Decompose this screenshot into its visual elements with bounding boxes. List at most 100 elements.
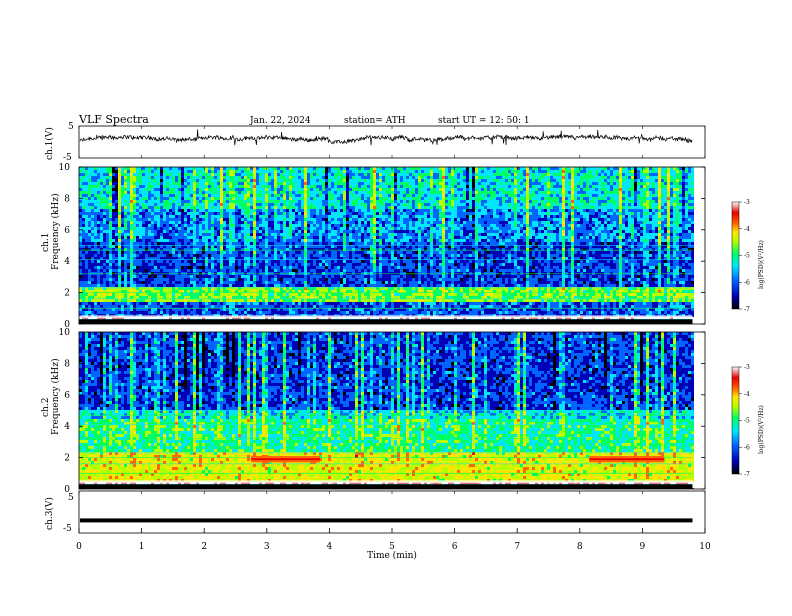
spectrogram-cell — [133, 191, 136, 194]
spectrogram-cell — [196, 284, 199, 287]
spectrogram-cell — [187, 266, 190, 269]
spectrogram-cell — [337, 239, 340, 242]
spectrogram-cell — [193, 266, 196, 269]
spectrogram-cell — [184, 257, 187, 260]
spectrogram-cell — [334, 209, 337, 212]
spectrogram-cell — [235, 173, 238, 176]
spectrogram-cell — [220, 305, 223, 308]
spectrogram-cell — [151, 287, 154, 290]
spectrogram-cell — [295, 227, 298, 230]
spectrogram-cell — [226, 179, 229, 182]
spectrogram-cell — [283, 233, 286, 236]
spectrogram-cell — [178, 236, 181, 239]
spectrogram-cell — [343, 215, 346, 218]
spectrogram-cell — [181, 278, 184, 281]
spectrogram-cell — [169, 224, 172, 227]
spectrogram-cell — [280, 287, 283, 290]
spectrogram-cell — [307, 203, 310, 206]
spectrogram-cell — [235, 308, 238, 311]
spectrogram-cell — [232, 206, 235, 209]
spectrogram-cell — [178, 281, 181, 284]
spectrogram-cell — [232, 209, 235, 212]
spectrogram-cell — [328, 170, 331, 173]
spectrogram-cell — [253, 227, 256, 230]
spectrogram-cell — [328, 281, 331, 284]
spectrogram-cell — [85, 257, 88, 260]
spectrogram-cell — [295, 263, 298, 266]
spectrogram-cell — [199, 302, 202, 305]
spectrogram-cell — [226, 293, 229, 296]
spectrogram-cell — [166, 188, 169, 191]
spectrogram-cell — [184, 182, 187, 185]
spectrogram-cell — [274, 185, 277, 188]
spectrogram-cell — [172, 293, 175, 296]
spectrogram-cell — [127, 215, 130, 218]
spectrogram-cell — [88, 248, 91, 251]
spectrogram-cell — [259, 185, 262, 188]
spectrogram-cell — [100, 206, 103, 209]
spectrogram-cell — [340, 173, 343, 176]
spectrogram-cell — [109, 218, 112, 221]
spectrogram-cell — [340, 203, 343, 206]
spectrogram-cell — [208, 302, 211, 305]
spectrogram-cell — [283, 224, 286, 227]
spectrogram-cell — [304, 296, 307, 299]
spectrogram-cell — [148, 224, 151, 227]
spectrogram-cell — [223, 254, 226, 257]
spectrogram-cell — [337, 287, 340, 290]
spectrogram-cell — [292, 170, 295, 173]
spectrogram-cell — [103, 167, 106, 170]
spectrogram-cell — [286, 305, 289, 308]
spectrogram-cell — [193, 284, 196, 287]
spectrogram-cell — [331, 227, 334, 230]
spectrogram-cell — [319, 302, 322, 305]
spectrogram-cell — [211, 302, 214, 305]
spectrogram-cell — [190, 230, 193, 233]
spectrogram-cell — [331, 179, 334, 182]
spectrogram-cell — [94, 182, 97, 185]
spectrogram-cell — [226, 230, 229, 233]
spectrogram-cell — [187, 185, 190, 188]
spectrogram-cell — [268, 167, 271, 170]
spectrogram-cell — [136, 212, 139, 215]
spectrogram-cell — [268, 197, 271, 200]
spectrogram-cell — [88, 170, 91, 173]
spectrogram-cell — [358, 263, 361, 266]
spectrogram-cell — [169, 176, 172, 179]
spectrogram-cell — [274, 239, 277, 242]
spectrogram-cell — [79, 308, 82, 311]
spectrogram-cell — [139, 200, 142, 203]
spectrogram-cell — [163, 191, 166, 194]
spectrogram-cell — [208, 281, 211, 284]
spectrogram-cell — [220, 221, 223, 224]
spectrogram-cell — [250, 224, 253, 227]
spectrogram-cell — [190, 260, 193, 263]
spectrogram-cell — [328, 296, 331, 299]
spectrogram-cell — [208, 260, 211, 263]
spectrogram-cell — [205, 299, 208, 302]
spectrogram-cell — [160, 191, 163, 194]
spectrogram-cell — [220, 197, 223, 200]
spectrogram-cell — [340, 194, 343, 197]
spectrogram-cell — [298, 251, 301, 254]
spectrogram-cell — [211, 236, 214, 239]
spectrogram-cell — [106, 293, 109, 296]
spectrogram-cell — [109, 251, 112, 254]
spectrogram-cell — [151, 302, 154, 305]
spectrogram-cell — [79, 191, 82, 194]
spectrogram-cell — [280, 269, 283, 272]
spectrogram-cell — [166, 215, 169, 218]
spectrogram-cell — [220, 167, 223, 170]
spectrogram-cell — [142, 179, 145, 182]
spectrogram-cell — [151, 221, 154, 224]
spectrogram-cell — [244, 308, 247, 311]
spectrogram-cell — [172, 296, 175, 299]
spectrogram-cell — [163, 200, 166, 203]
spectrogram-cell — [112, 170, 115, 173]
spectrogram-cell — [136, 281, 139, 284]
spectrogram-cell — [316, 170, 319, 173]
spectrogram-cell — [307, 221, 310, 224]
spectrogram-cell — [139, 170, 142, 173]
spectrogram-cell — [322, 230, 325, 233]
spectrogram-cell — [328, 176, 331, 179]
